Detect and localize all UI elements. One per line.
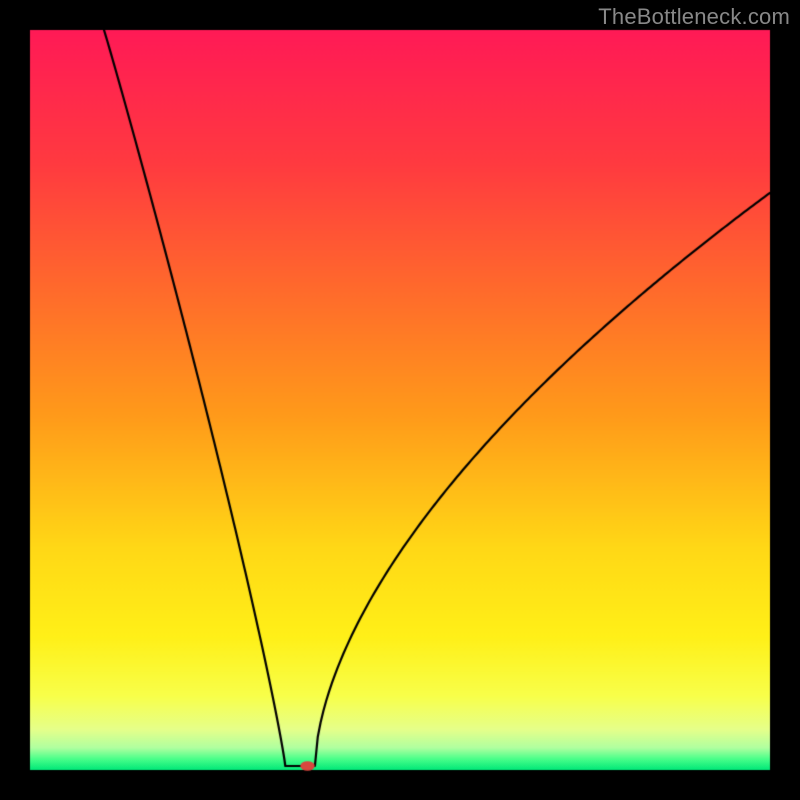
chart-container — [0, 0, 800, 800]
watermark-text: TheBottleneck.com — [598, 4, 790, 30]
bottleneck-chart-canvas — [0, 0, 800, 800]
